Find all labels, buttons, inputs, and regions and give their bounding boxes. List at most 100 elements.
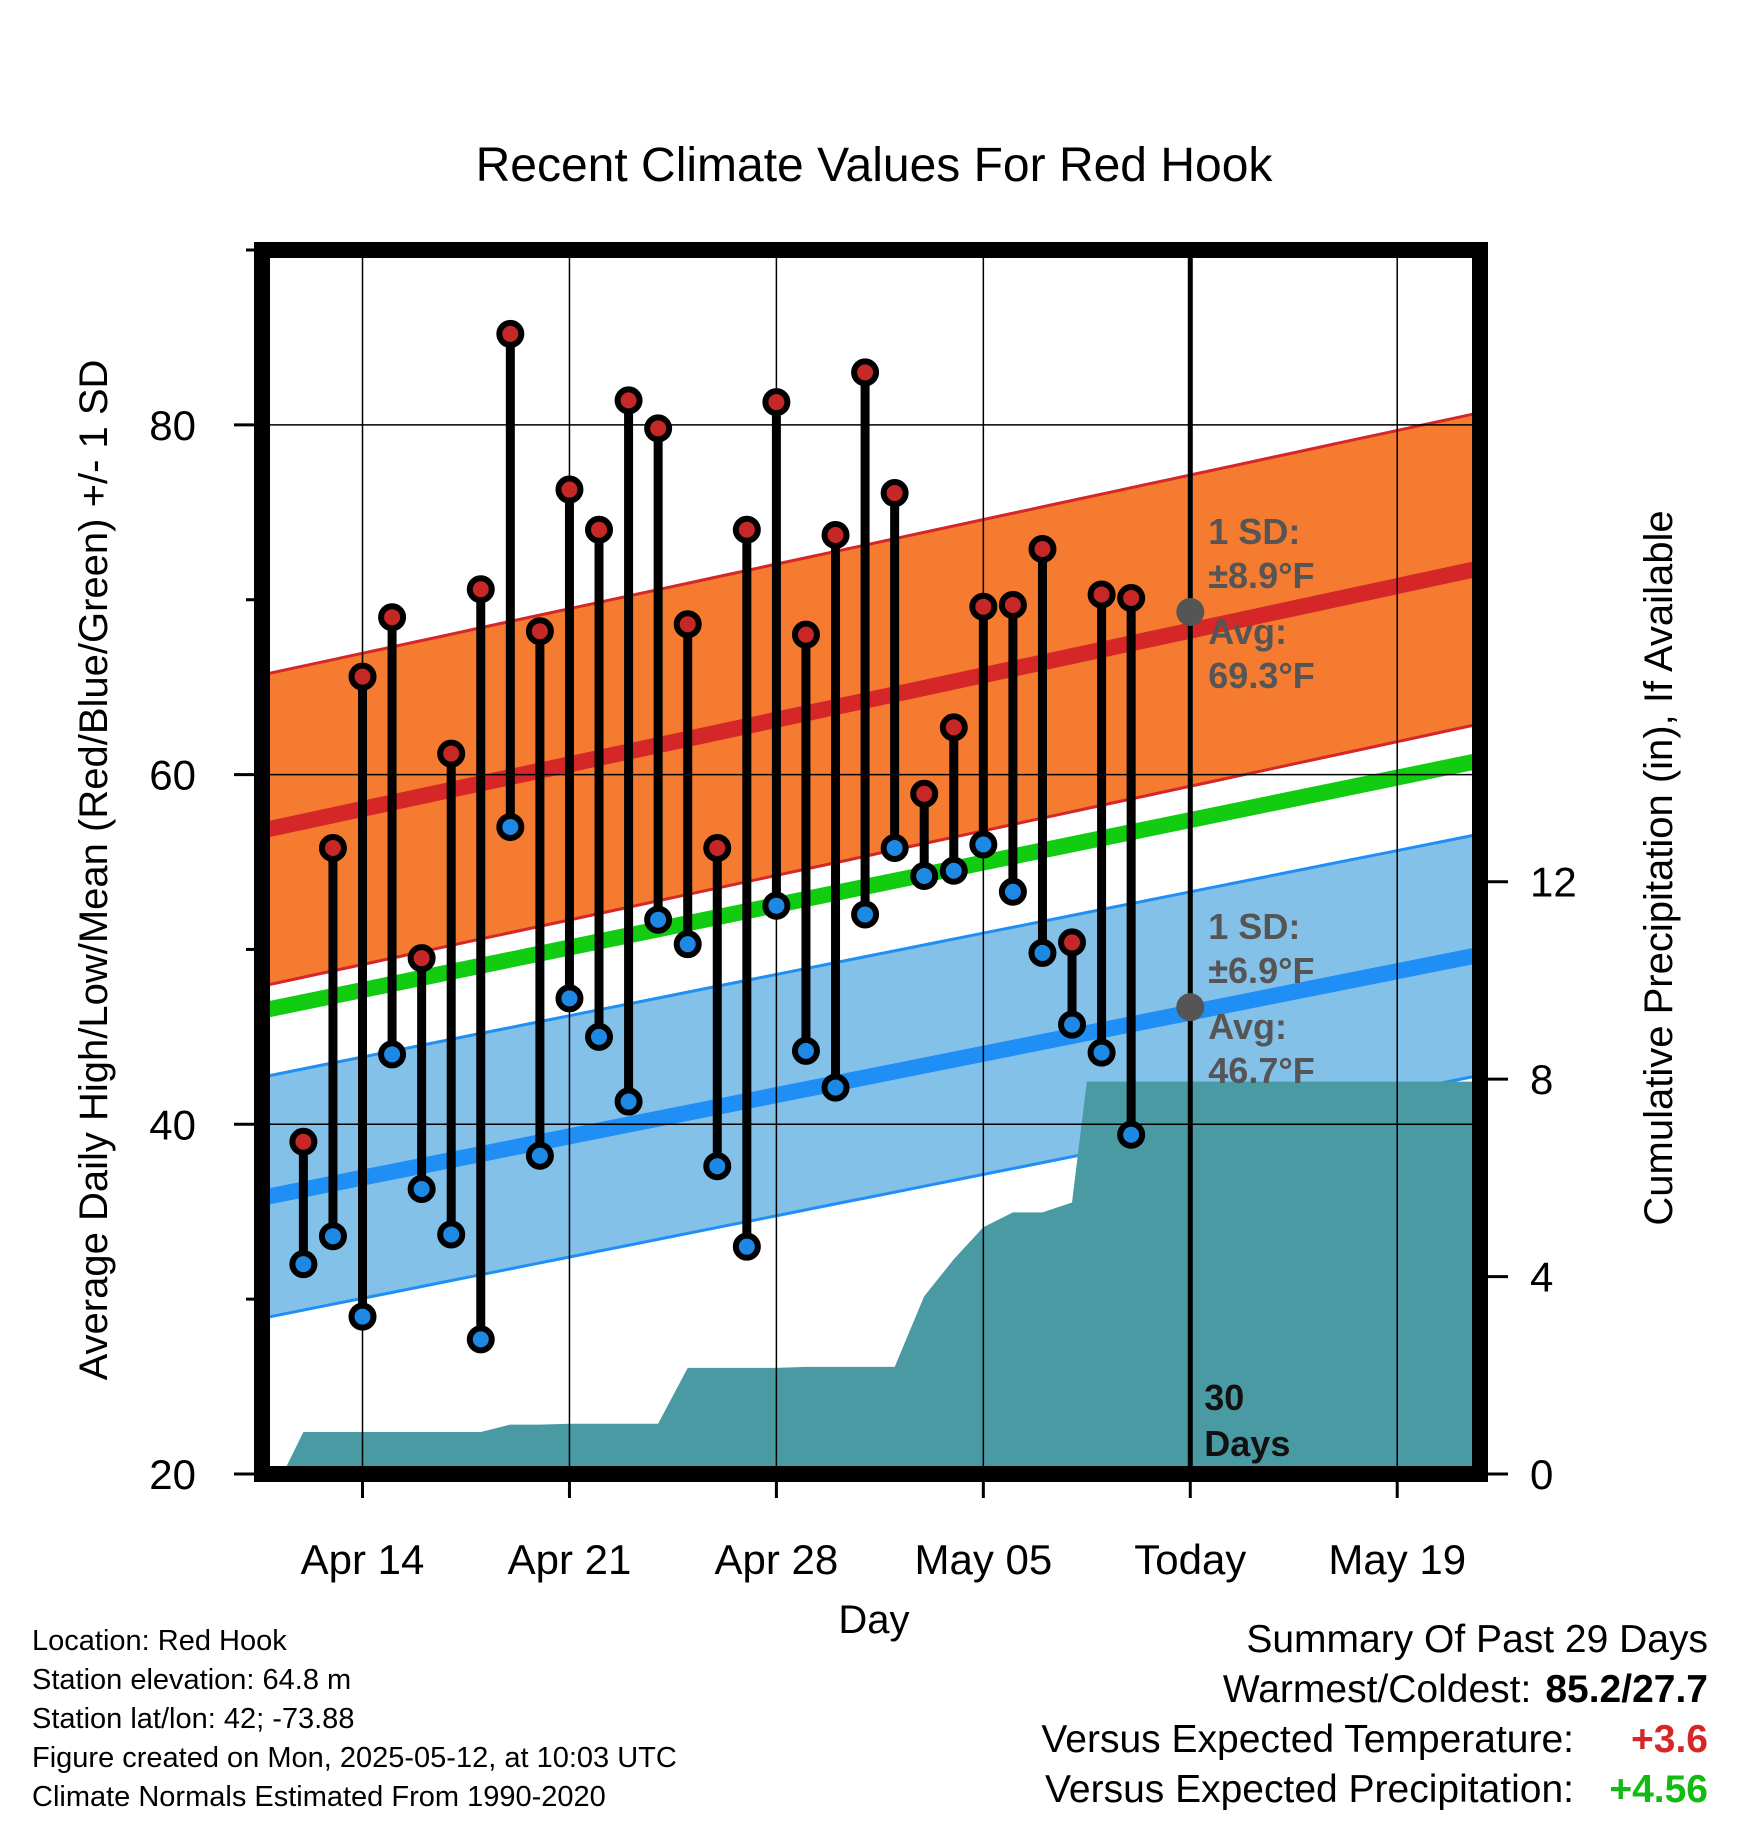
normal-mean-line <box>262 752 1480 1019</box>
daily-high-point <box>407 944 436 973</box>
warm-cold-label: Warmest/Coldest: <box>1222 1668 1532 1711</box>
y-axis-label: Average Daily High/Low/Mean (Red/Blue/Gr… <box>72 360 116 1381</box>
daily-high-point <box>673 610 702 639</box>
daily-high-point <box>821 521 850 550</box>
x-tick-label: Today <box>1134 1536 1246 1583</box>
daily-high-point <box>585 515 614 544</box>
daily-low-point <box>762 891 791 920</box>
daily-low-point <box>407 1174 436 1203</box>
daily-low-point <box>614 1087 643 1116</box>
daily-high-point <box>1028 535 1057 564</box>
y2-tick-label: 12 <box>1530 859 1577 906</box>
x-tick-label: May 19 <box>1328 1536 1466 1583</box>
daily-low-point <box>910 861 939 890</box>
chart-title: Recent Climate Values For Red Hook <box>476 139 1274 192</box>
today-label-line: 30 <box>1204 1377 1244 1418</box>
x-tick-label: May 05 <box>914 1536 1052 1583</box>
high-sd-annotation-line: 1 SD: <box>1208 511 1300 552</box>
normal-low-line <box>262 946 1480 1206</box>
summary-warm-cold: Warmest/Coldest: 85.2/27.7 <box>1041 1665 1708 1715</box>
daily-high-point <box>703 834 732 863</box>
x-tick-label: Apr 21 <box>508 1536 632 1583</box>
daily-low-point <box>1058 1010 1087 1039</box>
high-avg-annotation-line: Avg: <box>1208 611 1287 652</box>
y-tick-label: 80 <box>149 402 196 449</box>
y-tick-label: 40 <box>149 1101 196 1148</box>
daily-low-point <box>821 1073 850 1102</box>
x-axis-label: Day <box>838 1598 909 1642</box>
daily-low-point <box>998 877 1027 906</box>
today-high-avg-marker <box>1176 597 1205 626</box>
daily-high-point <box>732 515 761 544</box>
high-sd-annotation-line: ±8.9°F <box>1208 555 1314 596</box>
x-tick-label: Apr 14 <box>301 1536 425 1583</box>
low-avg-annotation-line: 46.7°F <box>1208 1050 1314 1091</box>
daily-low-point <box>437 1220 466 1249</box>
daily-low-point <box>466 1325 495 1354</box>
low-sd-annotation-line: 1 SD: <box>1208 906 1300 947</box>
daily-low-point <box>939 856 968 885</box>
daily-high-point <box>1117 583 1146 612</box>
info-latlon: Station lat/lon: 42; -73.88 <box>32 1703 355 1735</box>
daily-low-point <box>348 1302 377 1331</box>
daily-low-point <box>525 1141 554 1170</box>
daily-low-point <box>851 900 880 929</box>
info-location: Location: Red Hook <box>32 1625 287 1657</box>
summary-heading: Summary Of Past 29 Days <box>1246 1618 1708 1661</box>
daily-high-point <box>466 575 495 604</box>
temp-label: Versus Expected Temperature: <box>1041 1718 1574 1761</box>
daily-high-point <box>998 590 1027 619</box>
daily-high-point <box>289 1127 318 1156</box>
info-normals: Climate Normals Estimated From 1990-2020 <box>32 1781 606 1813</box>
daily-high-point <box>969 592 998 621</box>
today-low-avg-marker <box>1176 993 1205 1022</box>
daily-low-point <box>732 1232 761 1261</box>
daily-low-point <box>1117 1120 1146 1149</box>
daily-low-point <box>880 834 909 863</box>
y-tick-label: 20 <box>149 1451 196 1498</box>
info-elevation: Station elevation: 64.8 m <box>32 1664 352 1696</box>
y-tick-label: 60 <box>149 752 196 799</box>
daily-high-point <box>378 603 407 632</box>
daily-high-point <box>437 739 466 768</box>
daily-high-point <box>851 358 880 387</box>
daily-high-point <box>348 662 377 691</box>
daily-low-point <box>703 1152 732 1181</box>
daily-low-point <box>644 905 673 934</box>
summary-temp: Versus Expected Temperature: +3.6 <box>1041 1715 1708 1765</box>
low-sd-annotation-line: ±6.9°F <box>1208 950 1314 991</box>
y2-axis-label: Cumulative Precipitation (in), If Availa… <box>1637 510 1681 1225</box>
daily-high-point <box>910 779 939 808</box>
precip-value: +4.56 <box>1609 1768 1708 1811</box>
daily-low-point <box>496 813 525 842</box>
daily-high-point <box>318 834 347 863</box>
daily-low-point <box>585 1022 614 1051</box>
daily-low-point <box>289 1250 318 1279</box>
y2-tick-label: 4 <box>1530 1254 1553 1301</box>
daily-low-point <box>791 1036 820 1065</box>
x-tick-label: Apr 28 <box>715 1536 839 1583</box>
today-label-line: Days <box>1204 1423 1290 1464</box>
daily-low-point <box>318 1222 347 1251</box>
daily-low-point <box>1028 938 1057 967</box>
temp-value: +3.6 <box>1631 1718 1708 1761</box>
daily-high-point <box>496 319 525 348</box>
daily-low-point <box>969 830 998 859</box>
normal-high-line <box>262 560 1480 839</box>
high-avg-annotation-line: 69.3°F <box>1208 655 1314 696</box>
summary-panel: Summary Of Past 29 Days Warmest/Coldest:… <box>1041 1615 1708 1815</box>
summary-precip: Versus Expected Precipitation: +4.56 <box>1041 1765 1708 1815</box>
info-created: Figure created on Mon, 2025-05-12, at 10… <box>32 1742 677 1774</box>
daily-high-point <box>791 620 820 649</box>
daily-high-point <box>525 617 554 646</box>
daily-high-point <box>614 386 643 415</box>
precip-area <box>282 1081 1480 1474</box>
plot-frame <box>254 242 1488 1482</box>
warm-cold-value: 85.2/27.7 <box>1545 1668 1708 1711</box>
daily-high-point <box>555 475 584 504</box>
daily-low-point <box>378 1040 407 1069</box>
daily-high-point <box>1058 928 1087 957</box>
